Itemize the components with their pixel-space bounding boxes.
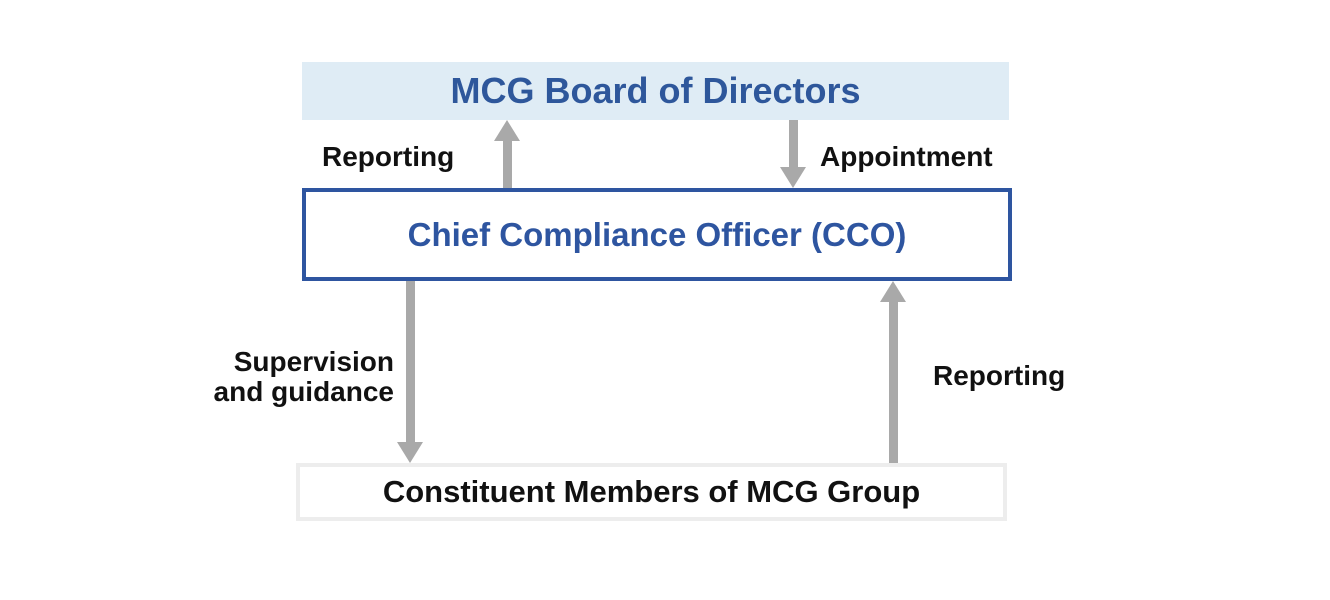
reporting-bottom-up-arrow-shaft <box>889 300 898 463</box>
supervision-down-arrow-shaft <box>406 281 415 444</box>
chief-compliance-officer-label: Chief Compliance Officer (CCO) <box>407 215 907 253</box>
constituent-members-box: Constituent Members of MCG Group <box>296 463 1007 521</box>
reporting-top-label: Reporting <box>322 141 455 172</box>
appointment-down-arrow-shaft <box>789 120 798 168</box>
supervision-label-line2: and guidance <box>213 376 394 407</box>
arrow-down-icon <box>780 167 806 188</box>
chief-compliance-officer-box: Chief Compliance Officer (CCO) <box>302 188 1012 281</box>
reporting-bottom-label: Reporting <box>933 360 1066 391</box>
arrow-down-icon <box>397 442 423 463</box>
reporting-up-arrow-shaft <box>503 139 512 188</box>
arrow-up-icon <box>494 120 520 141</box>
supervision-label-line1: Supervision <box>233 346 394 377</box>
supervision-label: Supervision and guidance <box>180 347 394 407</box>
board-of-directors-label: MCG Board of Directors <box>450 70 861 111</box>
appointment-label: Appointment <box>820 141 993 172</box>
constituent-members-label: Constituent Members of MCG Group <box>382 474 921 509</box>
board-of-directors-box: MCG Board of Directors <box>302 62 1009 120</box>
arrow-up-icon <box>880 281 906 302</box>
